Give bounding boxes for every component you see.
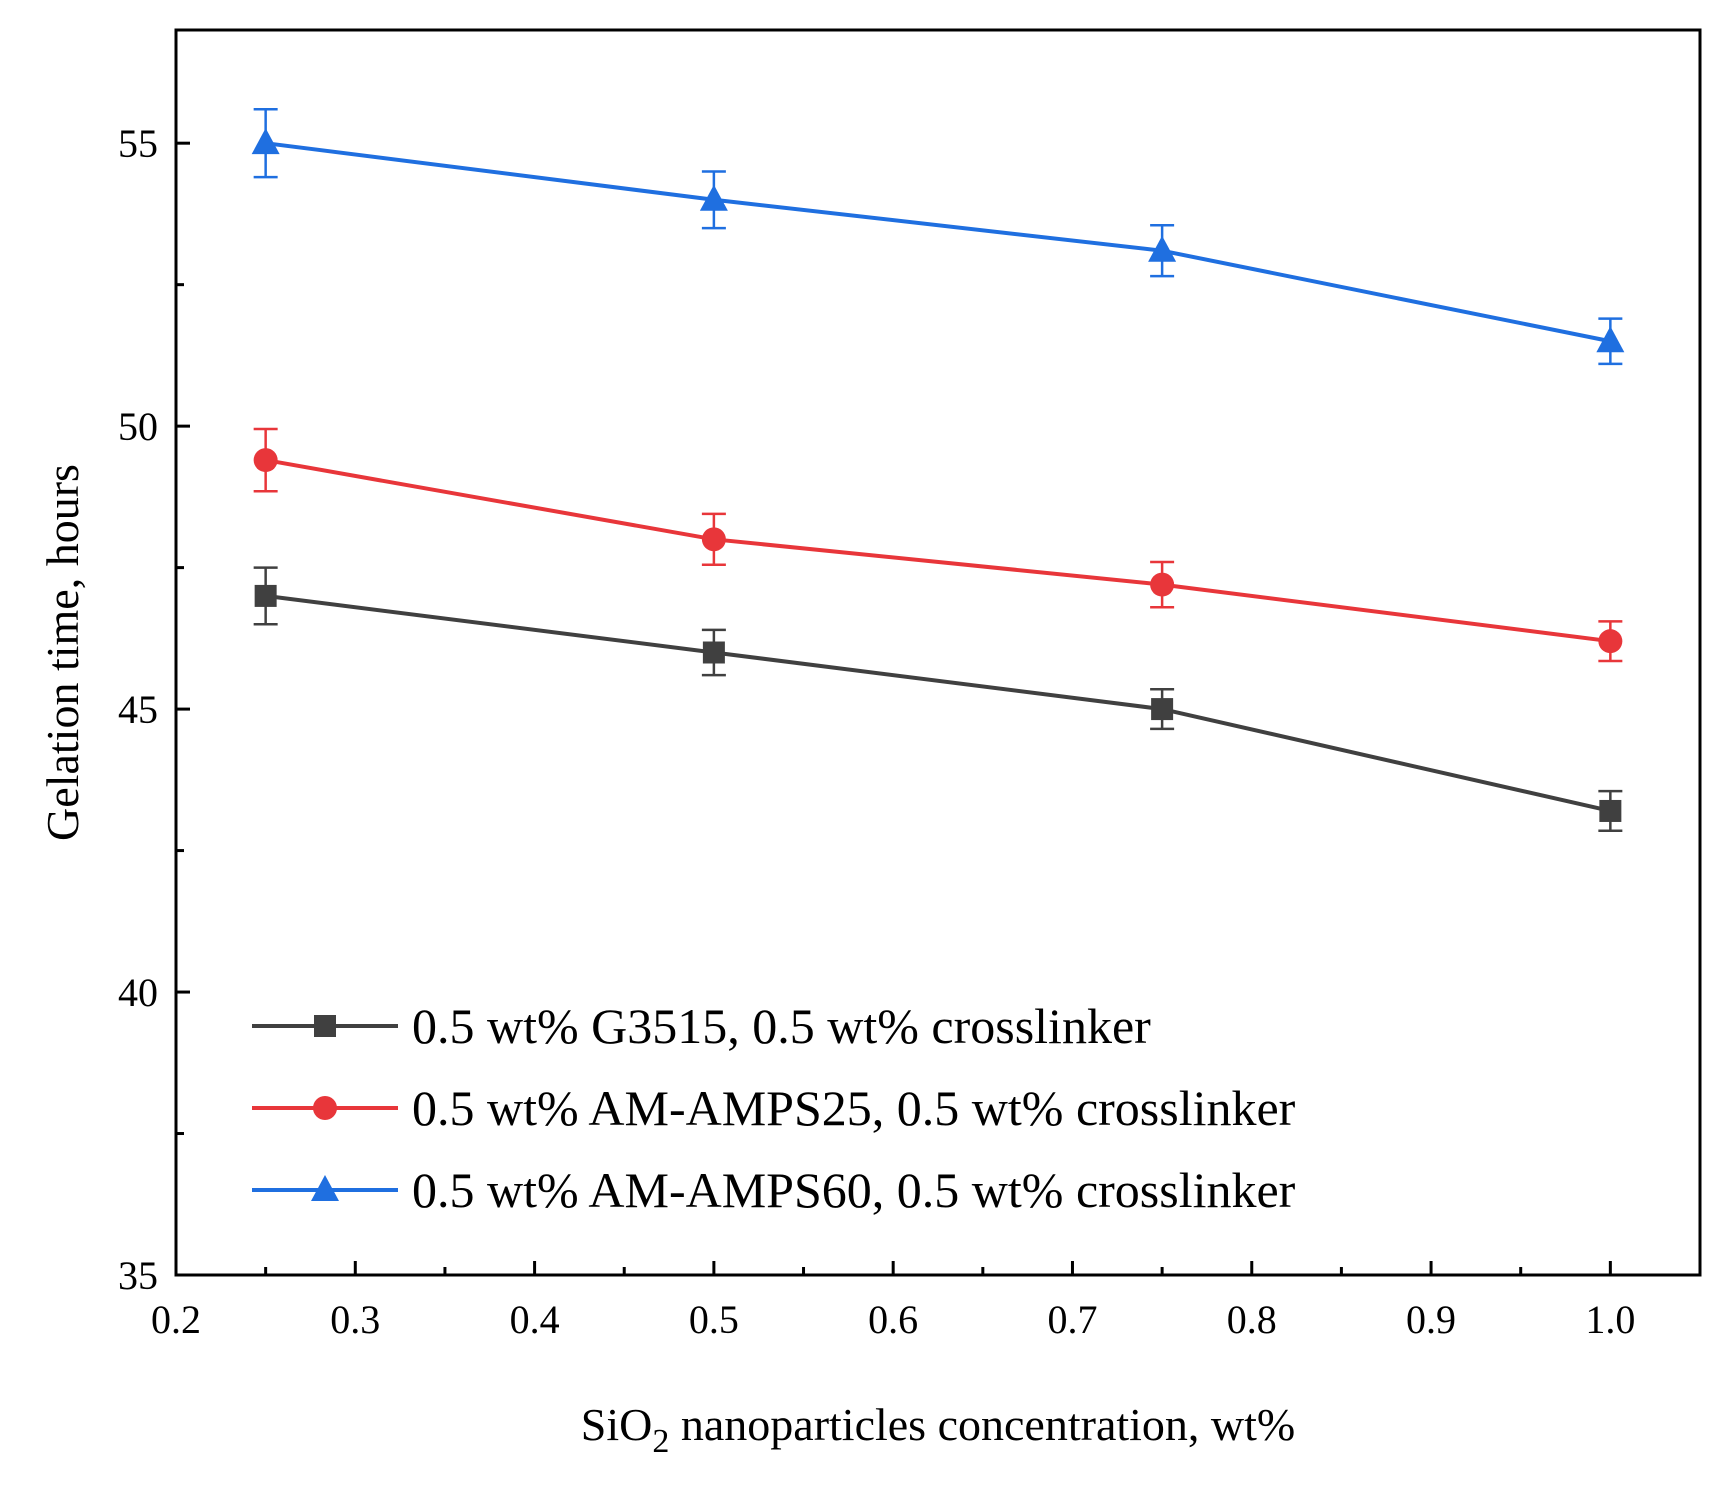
x-tick-label: 0.2 [151, 1297, 201, 1342]
data-point [1598, 629, 1623, 654]
legend-item-3: 0.5 wt% AM-AMPS60, 0.5 wt% crosslinker [252, 1162, 1296, 1218]
data-point [1151, 698, 1174, 721]
y-tick-label: 35 [118, 1253, 158, 1298]
legend-label: 0.5 wt% G3515, 0.5 wt% crosslinker [412, 998, 1151, 1054]
legend-marker [314, 1015, 336, 1037]
series-layer [251, 107, 1625, 833]
data-point [1150, 572, 1175, 597]
x-tick-label: 0.6 [868, 1297, 918, 1342]
legend: 0.5 wt% G3515, 0.5 wt% crosslinker 0.5 wt… [252, 998, 1296, 1218]
plot-frame [174, 28, 1702, 1277]
x-tick-label: 0.7 [1047, 1297, 1097, 1342]
data-point [254, 584, 277, 607]
x-tick-label: 1.0 [1585, 1297, 1635, 1342]
x-tick-label: 0.5 [689, 1297, 739, 1342]
legend-label: 0.5 wt% AM-AMPS25, 0.5 wt% crosslinker [412, 1080, 1296, 1136]
x-axis-title-main: SiO [581, 1399, 653, 1450]
data-point [1599, 799, 1622, 822]
data-point [1596, 326, 1625, 353]
x-tick-label: 0.9 [1406, 1297, 1456, 1342]
x-tick-label: 0.8 [1227, 1297, 1277, 1342]
series-1 [253, 566, 1623, 833]
legend-item-1: 0.5 wt% G3515, 0.5 wt% crosslinker [252, 998, 1151, 1054]
ticks-layer: 0.2 0.3 0.4 0.5 0.6 0.7 0.8 0.9 1.0 35 40 45 50 55 [118, 121, 1635, 1342]
data-point [253, 448, 278, 473]
legend-marker [313, 1096, 337, 1120]
series-line [265, 141, 1611, 344]
data-point [702, 641, 725, 664]
y-tick-label: 45 [118, 687, 158, 732]
data-point [701, 527, 726, 552]
series-3 [251, 107, 1625, 366]
legend-label: 0.5 wt% AM-AMPS60, 0.5 wt% crosslinker [412, 1162, 1296, 1218]
series-2 [253, 427, 1623, 663]
series-line [265, 593, 1611, 813]
y-axis-title: Gelation time, hours [37, 464, 88, 841]
y-tick-label: 55 [118, 121, 158, 166]
x-axis-title-subscript: 2 [652, 1423, 669, 1460]
x-tick-label: 0.4 [510, 1297, 560, 1342]
legend-marker [311, 1175, 339, 1201]
x-axis-title: SiO2 nanoparticles concentration, wt% [581, 1399, 1295, 1460]
y-tick-label: 40 [118, 970, 158, 1015]
y-tick-label: 50 [118, 404, 158, 449]
data-point [251, 128, 280, 155]
x-tick-label: 0.3 [330, 1297, 380, 1342]
data-point [1148, 235, 1177, 262]
legend-item-2: 0.5 wt% AM-AMPS25, 0.5 wt% crosslinker [252, 1080, 1296, 1136]
data-point [699, 184, 728, 211]
series-line [265, 458, 1611, 644]
x-axis-title-rest: nanoparticles concentration, wt% [669, 1399, 1295, 1450]
